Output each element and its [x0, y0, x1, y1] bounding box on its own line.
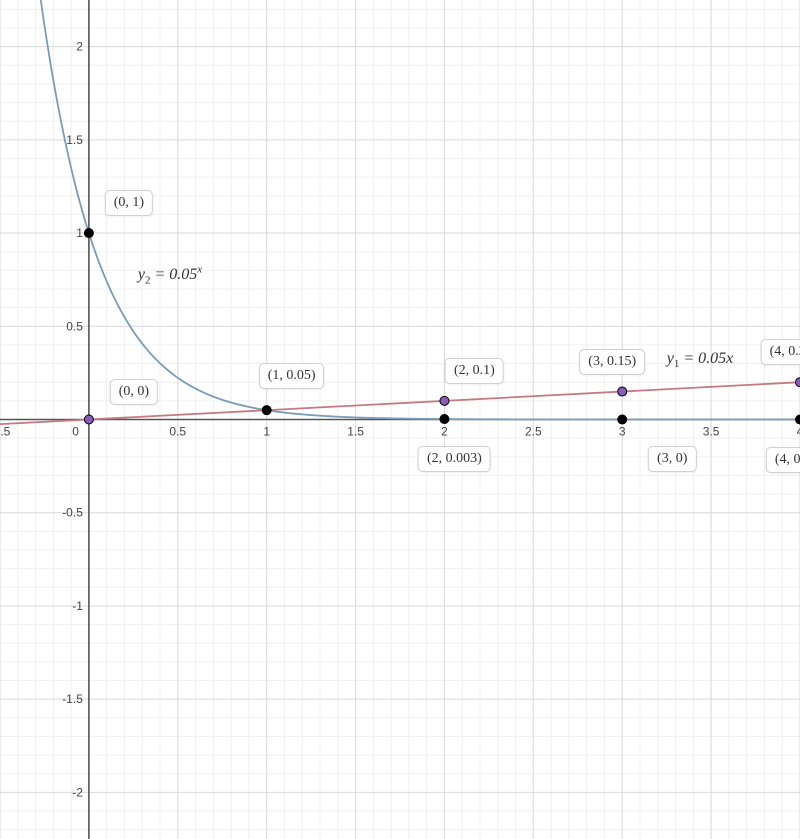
point-label[interactable]: (3, 0.15) [579, 349, 645, 375]
x-tick-label: 3.5 [703, 425, 720, 439]
y-tick-label: -1.5 [62, 692, 83, 706]
point-label[interactable]: (0, 0) [110, 379, 158, 405]
x-tick-label: 4 [797, 425, 800, 439]
point-label[interactable]: (3, 0) [648, 446, 696, 472]
x-tick-label: 0.5 [169, 425, 186, 439]
data-point[interactable] [440, 415, 449, 424]
data-point[interactable] [796, 378, 800, 387]
data-point[interactable] [796, 415, 800, 424]
x-tick-label: 2.5 [525, 425, 542, 439]
y-tick-label: 1 [76, 226, 83, 240]
y-tick-label: -0.5 [62, 506, 83, 520]
origin-label: 0 [72, 425, 79, 439]
equation-label-exp: y2 = 0.05x [138, 264, 202, 287]
data-point[interactable] [618, 415, 627, 424]
point-label[interactable]: (2, 0.1) [445, 358, 504, 384]
point-label[interactable]: (4, 0.2) [761, 339, 800, 365]
y-tick-label: 2 [76, 40, 83, 54]
y-tick-label: -1 [72, 599, 83, 613]
x-tick-label: -0.5 [0, 425, 11, 439]
y-tick-label: -2 [72, 785, 83, 799]
x-tick-label: 1 [263, 425, 270, 439]
data-point[interactable] [440, 396, 449, 405]
point-label[interactable]: (2, 0.003) [418, 446, 491, 472]
data-point[interactable] [262, 406, 271, 415]
x-tick-label: 3 [619, 425, 626, 439]
data-point[interactable] [84, 229, 93, 238]
y-tick-label: 0.5 [66, 319, 83, 333]
x-tick-label: 2 [441, 425, 448, 439]
y-tick-label: 1.5 [66, 133, 83, 147]
point-label[interactable]: (0, 1) [105, 190, 153, 216]
data-point[interactable] [84, 415, 93, 424]
plot-svg: -0.5 0 0.5 1 1.5 2 2.5 3 3.5 4 -2 -1.5 -1 -0.5 0.5 1 1.5… [0, 0, 800, 839]
data-point[interactable] [618, 387, 627, 396]
point-label[interactable]: (1, 0.05) [259, 363, 325, 389]
graph-canvas[interactable]: -0.5 0 0.5 1 1.5 2 2.5 3 3.5 4 -2 -1.5 -1 -0.5 0.5 1 1.5… [0, 0, 800, 839]
equation-label-line: y1 = 0.05x [667, 350, 734, 370]
x-tick-label: 1.5 [347, 425, 364, 439]
point-label[interactable]: (4, 0) [766, 447, 800, 473]
